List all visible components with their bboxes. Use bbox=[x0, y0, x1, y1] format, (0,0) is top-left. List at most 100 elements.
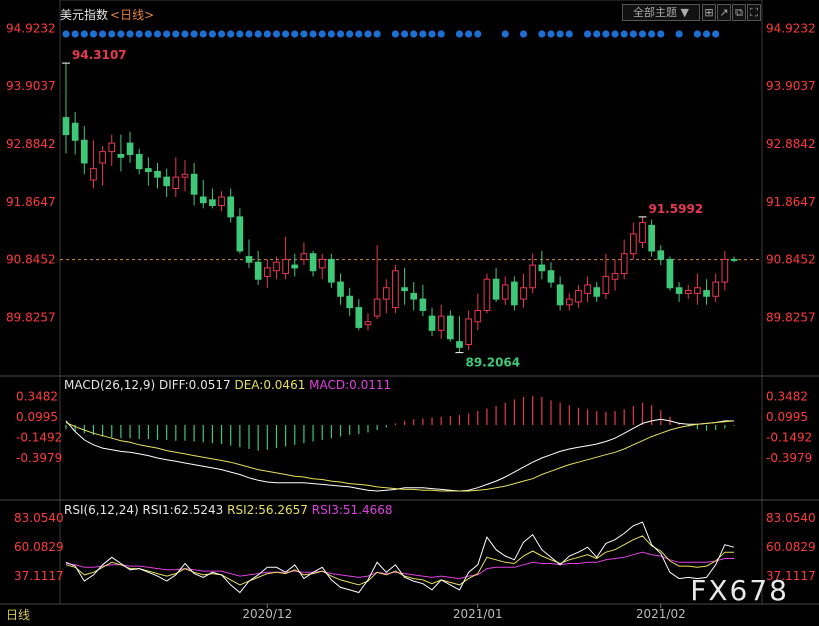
candle-body bbox=[190, 173, 198, 195]
candle-body bbox=[328, 258, 335, 283]
candle-body bbox=[547, 270, 555, 283]
x-tick-label: 2021/02 bbox=[636, 607, 686, 621]
candle bbox=[236, 208, 244, 254]
candle bbox=[694, 273, 701, 305]
event-dot bbox=[693, 30, 701, 38]
candle-body bbox=[712, 281, 720, 297]
price-tick-label-right: 91.8647 bbox=[766, 195, 816, 209]
rsi-tick-label-left: 37.1117 bbox=[14, 569, 64, 583]
rsi-tick-label-right: 60.0829 bbox=[766, 540, 816, 554]
macd-tick-label-right: -0.3979 bbox=[766, 451, 812, 465]
macd-tick-label-left: 0.3482 bbox=[16, 389, 58, 403]
candle-body bbox=[318, 258, 326, 269]
candle-body bbox=[446, 315, 454, 340]
event-dot bbox=[428, 30, 436, 38]
candle bbox=[456, 316, 463, 353]
x-tick-label: 2021/01 bbox=[453, 607, 503, 621]
candle bbox=[190, 162, 198, 206]
period-link[interactable]: <日线> bbox=[110, 8, 155, 22]
candle bbox=[355, 299, 363, 331]
candle bbox=[501, 276, 509, 305]
candle-body bbox=[419, 298, 427, 311]
event-dot bbox=[410, 30, 418, 38]
candle-body bbox=[62, 117, 70, 136]
rsi3-line bbox=[65, 551, 734, 580]
event-dot bbox=[263, 30, 271, 38]
event-dot bbox=[336, 30, 345, 38]
candle-body bbox=[401, 287, 408, 292]
candle-body bbox=[602, 275, 610, 294]
macd-tick-label-right: 0.0995 bbox=[766, 410, 808, 424]
event-dot bbox=[657, 30, 665, 38]
candle-body bbox=[520, 287, 527, 300]
event-dot bbox=[629, 30, 637, 38]
rsi-tick-label-right: 83.0540 bbox=[766, 511, 816, 525]
event-dot bbox=[565, 30, 573, 38]
candle bbox=[520, 273, 527, 308]
grid-icon-button[interactable]: ⊞ bbox=[702, 4, 716, 21]
candle-body bbox=[355, 307, 363, 328]
event-dot bbox=[99, 30, 107, 38]
candle bbox=[318, 253, 326, 280]
event-dot bbox=[300, 30, 308, 38]
candle bbox=[172, 157, 180, 197]
candle-body bbox=[199, 196, 207, 204]
candle-body bbox=[639, 222, 646, 243]
candle-body bbox=[209, 199, 216, 207]
event-dot bbox=[519, 30, 528, 38]
restore-icon-button[interactable]: ⧉ bbox=[732, 4, 746, 21]
price-tick-label-right: 92.8842 bbox=[766, 137, 816, 151]
event-dot bbox=[245, 30, 253, 38]
candle bbox=[511, 276, 518, 311]
event-dot bbox=[227, 30, 235, 38]
candle-body bbox=[410, 292, 418, 300]
candle bbox=[392, 265, 399, 314]
price-tick-label-left: 90.8452 bbox=[6, 253, 56, 267]
candle bbox=[117, 134, 125, 172]
event-dot bbox=[547, 30, 555, 38]
candle bbox=[584, 276, 591, 302]
theme-select-button[interactable]: 全部主题 ▼ bbox=[622, 4, 700, 21]
chart-header: 美元指数 <日线> bbox=[60, 6, 154, 23]
candle bbox=[163, 168, 170, 197]
candle-body bbox=[721, 258, 729, 283]
macd-tick-label-left: -0.3979 bbox=[16, 451, 62, 465]
candle bbox=[547, 262, 555, 288]
candle-body bbox=[99, 151, 106, 164]
candle-body bbox=[236, 216, 244, 252]
candle-body bbox=[373, 298, 381, 317]
candle-body bbox=[529, 264, 537, 289]
event-dot bbox=[355, 30, 363, 38]
candle bbox=[309, 250, 317, 277]
candle bbox=[657, 245, 665, 266]
candle-body bbox=[593, 287, 601, 297]
candle bbox=[620, 239, 628, 280]
event-dot bbox=[163, 30, 171, 38]
candle-body bbox=[218, 196, 225, 207]
candle bbox=[639, 216, 646, 249]
event-dot bbox=[638, 30, 647, 38]
fullscreen-icon-button[interactable]: ⛶ bbox=[747, 4, 761, 21]
candle-body bbox=[730, 258, 738, 261]
candle-body bbox=[694, 287, 701, 294]
candle bbox=[675, 282, 683, 302]
macd-diff-value: DIFF:0.0517 bbox=[158, 378, 231, 392]
price-tick-label-left: 91.8647 bbox=[6, 195, 56, 209]
candle bbox=[401, 267, 408, 305]
candle bbox=[428, 307, 436, 336]
arrow-icon-button[interactable]: ↗ bbox=[717, 4, 731, 21]
candle-body bbox=[392, 270, 399, 309]
period-tab[interactable]: 日线 bbox=[6, 608, 31, 622]
event-dot bbox=[190, 30, 198, 38]
event-dot bbox=[593, 30, 601, 38]
candle bbox=[199, 179, 207, 209]
price-tick-label-right: 93.9037 bbox=[766, 79, 816, 93]
candle bbox=[538, 250, 546, 280]
candle bbox=[62, 63, 70, 154]
price-tick-label-left: 89.8257 bbox=[6, 310, 56, 324]
candle-body bbox=[346, 295, 354, 309]
candle bbox=[254, 250, 262, 285]
event-dot bbox=[282, 30, 290, 38]
candle bbox=[465, 310, 472, 351]
candle bbox=[99, 145, 106, 186]
